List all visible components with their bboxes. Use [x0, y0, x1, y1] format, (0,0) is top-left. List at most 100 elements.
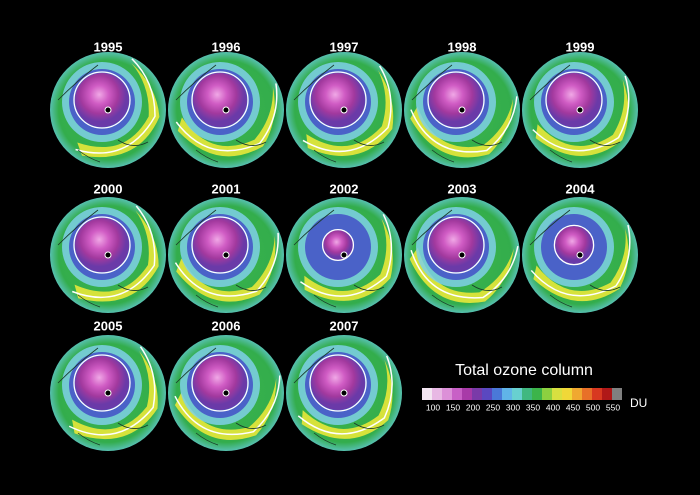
coastline — [293, 209, 385, 308]
color-swatch — [532, 388, 542, 400]
pole — [340, 106, 348, 114]
tick-label: 550 — [606, 402, 620, 412]
color-swatch — [552, 388, 562, 400]
contour — [321, 228, 355, 262]
ozone-map — [286, 335, 402, 451]
year-label: 1995 — [94, 39, 123, 54]
year-label: 1999 — [566, 39, 595, 54]
legend-title: Total ozone column — [455, 362, 593, 379]
contour — [191, 216, 249, 274]
tick-label: 100 — [426, 402, 440, 412]
color-swatch — [502, 388, 512, 400]
contour — [410, 96, 518, 153]
ozone-map — [168, 335, 284, 451]
contour — [71, 205, 156, 299]
coastline — [293, 64, 385, 163]
year-label: 1997 — [330, 39, 359, 54]
color-swatch — [572, 388, 582, 400]
ozone-map — [168, 197, 284, 313]
ozone-map — [522, 52, 638, 168]
contour — [309, 354, 367, 412]
pole — [576, 106, 584, 114]
contour — [175, 83, 278, 152]
year-label: 2007 — [330, 318, 359, 333]
coastline — [175, 347, 267, 446]
color-swatch — [512, 388, 522, 400]
coastline — [57, 209, 149, 308]
year-label: 2002 — [330, 181, 359, 196]
pole — [222, 251, 230, 259]
high-ozone-band — [74, 210, 159, 302]
color-swatch — [432, 388, 442, 400]
color-swatch — [522, 388, 532, 400]
ozone-hole — [311, 73, 365, 127]
colorbar: 100 150 200 250 300 350 400 450 500 550 — [422, 388, 622, 412]
contour — [309, 71, 367, 129]
pole — [104, 251, 112, 259]
pole — [340, 389, 348, 397]
coastline — [175, 209, 267, 308]
ozone-hole — [429, 73, 483, 127]
ozone-hole — [311, 356, 365, 410]
pole — [340, 251, 348, 259]
pole — [222, 106, 230, 114]
tick-label: 350 — [526, 402, 540, 412]
contour — [191, 354, 249, 412]
ozone-map — [50, 52, 166, 168]
tick-label: 250 — [486, 402, 500, 412]
color-swatch — [462, 388, 472, 400]
high-ozone-band — [409, 247, 514, 303]
coastline — [57, 64, 149, 163]
ozone-map — [404, 197, 520, 313]
year-label: 1996 — [212, 39, 241, 54]
contour — [297, 355, 393, 435]
year-label: 1998 — [448, 39, 477, 54]
ozone-hole — [75, 356, 129, 410]
contour — [427, 216, 485, 274]
contour — [68, 346, 156, 436]
year-label: 2001 — [212, 181, 241, 196]
contour — [530, 224, 631, 297]
pole — [576, 251, 584, 259]
ozone-map — [404, 52, 520, 168]
tick-label: 200 — [466, 402, 480, 412]
contour — [410, 246, 519, 299]
coastline — [57, 347, 149, 446]
contour — [300, 213, 393, 297]
tick-label: 150 — [446, 402, 460, 412]
contour — [75, 58, 156, 154]
color-swatch — [582, 388, 592, 400]
ozone-map — [522, 197, 638, 313]
ozone-hole — [323, 230, 353, 260]
pole — [104, 389, 112, 397]
color-swatch — [562, 388, 572, 400]
high-ozone-band — [77, 63, 160, 158]
ozone-hole — [555, 226, 593, 264]
color-swatch — [612, 388, 622, 400]
ozone-map — [286, 52, 402, 168]
color-swatch — [602, 388, 612, 400]
contour — [73, 216, 131, 274]
color-swatch — [422, 388, 432, 400]
high-ozone-band — [177, 86, 275, 157]
contour — [427, 71, 485, 129]
high-ozone-band — [306, 70, 394, 156]
year-label: 2003 — [448, 181, 477, 196]
contour — [191, 71, 249, 129]
ozone-hole — [429, 218, 483, 272]
legend-unit: DU — [630, 396, 647, 410]
pole — [104, 106, 112, 114]
contour — [174, 232, 279, 297]
contour — [73, 354, 131, 412]
coastline — [175, 64, 267, 163]
high-ozone-band — [176, 235, 276, 302]
ozone-map — [286, 197, 402, 313]
tick-label: 500 — [586, 402, 600, 412]
color-swatch — [472, 388, 482, 400]
contour — [174, 375, 281, 436]
coastline — [293, 347, 385, 446]
contour — [73, 71, 131, 129]
pole — [458, 251, 466, 259]
